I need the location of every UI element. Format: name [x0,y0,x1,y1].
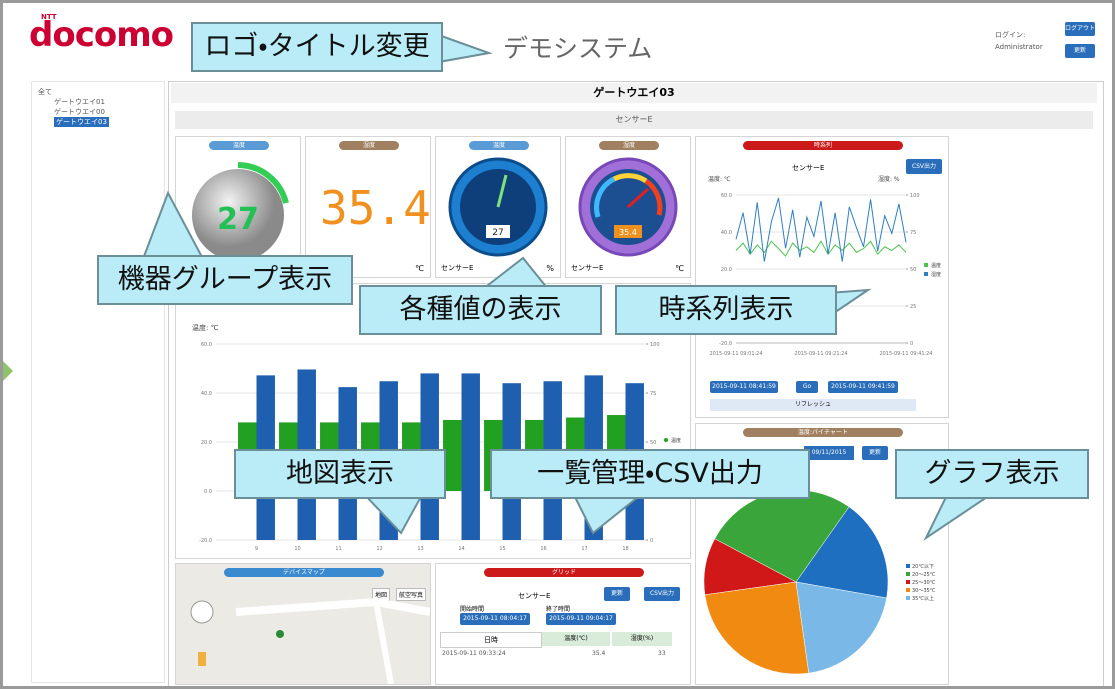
callout: グラフ表示 [895,449,1089,499]
callout-pointers [3,3,1112,686]
callout: 時系列表示 [615,285,837,335]
callout-pointer [573,493,643,533]
page: NTT docomo デモシステム ログイン: Administrator ログ… [0,0,1115,689]
callout: 機器グループ表示 [97,255,353,305]
side-arrow [3,361,13,381]
callout-pointer [363,493,423,533]
callout-pointer [143,193,203,259]
callout: 地図表示 [234,449,446,499]
callout: 一覧管理・CSV出力 [490,449,810,499]
callout-pointer [926,493,993,538]
callout: 各種値の表示 [359,285,602,335]
callout: ロゴ・タイトル変更 [191,22,443,72]
